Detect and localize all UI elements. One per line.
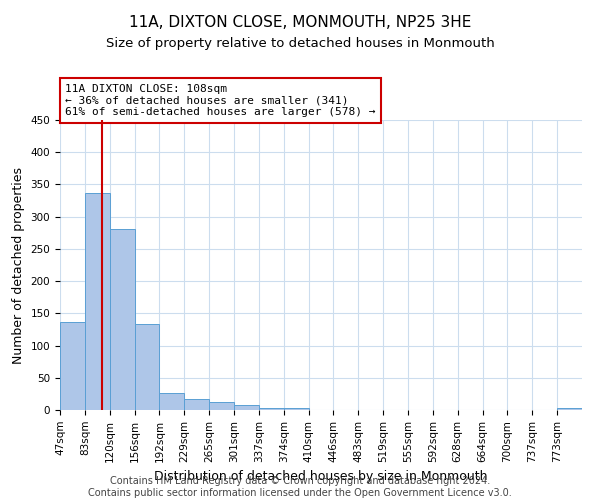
- Bar: [557, 408, 582, 410]
- Bar: [234, 406, 259, 410]
- Bar: [160, 392, 184, 410]
- Text: 11A, DIXTON CLOSE, MONMOUTH, NP25 3HE: 11A, DIXTON CLOSE, MONMOUTH, NP25 3HE: [129, 15, 471, 30]
- Bar: [110, 229, 134, 410]
- Y-axis label: Number of detached properties: Number of detached properties: [12, 166, 25, 364]
- Bar: [209, 402, 234, 410]
- Text: Size of property relative to detached houses in Monmouth: Size of property relative to detached ho…: [106, 38, 494, 51]
- Bar: [85, 194, 110, 410]
- Text: Contains HM Land Registry data © Crown copyright and database right 2024.
Contai: Contains HM Land Registry data © Crown c…: [88, 476, 512, 498]
- Bar: [259, 408, 284, 410]
- Bar: [284, 408, 308, 410]
- Bar: [134, 324, 160, 410]
- Bar: [60, 322, 85, 410]
- Bar: [184, 399, 209, 410]
- Text: 11A DIXTON CLOSE: 108sqm
← 36% of detached houses are smaller (341)
61% of semi-: 11A DIXTON CLOSE: 108sqm ← 36% of detach…: [65, 84, 376, 117]
- X-axis label: Distribution of detached houses by size in Monmouth: Distribution of detached houses by size …: [154, 470, 488, 483]
